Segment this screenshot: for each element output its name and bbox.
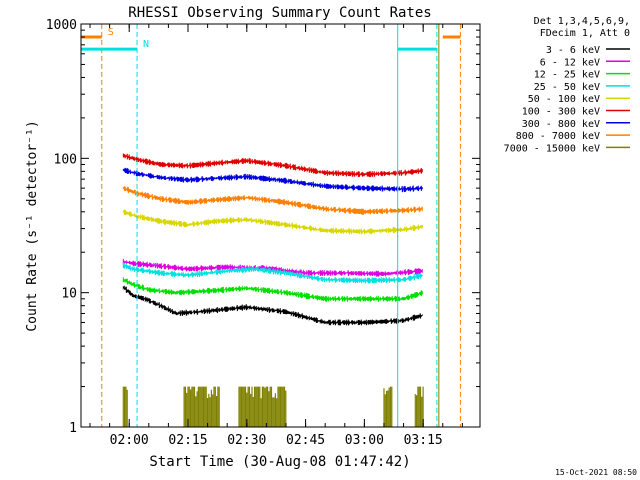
- x-tick-label: 02:45: [286, 433, 325, 448]
- x-tick-label: 03:15: [404, 433, 443, 448]
- series-50-100-kev: [122, 209, 423, 235]
- series-100-300-kev: [122, 153, 423, 178]
- y-tick-label: 10: [61, 287, 77, 302]
- annotation-s: S: [108, 27, 114, 38]
- series-line: [122, 285, 423, 326]
- burst-bars: [383, 386, 393, 427]
- legend: Det 1,3,4,5,6,9,FDecim 1, Att 0 3 - 6 keV…: [504, 16, 630, 154]
- footer-timestamp: 15-Oct-2021 08:50: [555, 468, 637, 477]
- legend-header: Det 1,3,4,5,6,9,: [534, 16, 630, 27]
- plot-frame: [80, 23, 481, 428]
- legend-label: 12 - 25 keV: [534, 70, 600, 81]
- y-tick-label: 100: [54, 152, 77, 167]
- legend-label: 100 - 300 keV: [522, 107, 600, 118]
- burst-bars: [414, 386, 424, 427]
- series-300-800-kev: [122, 167, 423, 193]
- series-3-6-kev: [122, 285, 423, 326]
- series-25-50-kev: [122, 262, 423, 284]
- x-tick-label: 02:15: [168, 433, 207, 448]
- y-tick-label: 1000: [46, 18, 77, 33]
- series-12-25-kev: [122, 277, 423, 302]
- legend-label: 25 - 50 keV: [534, 82, 600, 93]
- legend-label: 6 - 12 keV: [540, 57, 600, 68]
- flags-layer: SN: [80, 24, 461, 427]
- series-line: [122, 277, 423, 302]
- x-tick-label: 02:00: [110, 433, 149, 448]
- flag-saa: [81, 24, 461, 427]
- series-line: [122, 209, 423, 235]
- legend-label: 800 - 7000 keV: [516, 131, 600, 142]
- x-tick-label: 02:30: [227, 433, 266, 448]
- legend-label: 7000 - 15000 keV: [504, 143, 600, 154]
- series-line: [122, 153, 423, 178]
- series-line: [122, 262, 423, 284]
- legend-label: 3 - 6 keV: [546, 45, 600, 56]
- x-tick-label: 03:00: [345, 433, 384, 448]
- legend-label: 300 - 800 keV: [522, 119, 600, 130]
- y-tick-label: 1: [69, 421, 77, 436]
- series-layer: [122, 153, 424, 427]
- series-line: [122, 167, 423, 193]
- series-line: [122, 186, 423, 215]
- annotation-n: N: [143, 39, 149, 50]
- flag-night: [80, 24, 438, 427]
- axes-layer: 02:00 02:15 02:30 02:45 03:00 03:15 1 10 100 1000: [46, 18, 480, 448]
- chart-title: RHESSI Observing Summary Count Rates: [128, 5, 431, 21]
- legend-label: 50 - 100 keV: [528, 94, 600, 105]
- burst-bars: [183, 386, 220, 427]
- burst-bars: [238, 386, 287, 427]
- series-7000-15000-kev: [122, 386, 424, 427]
- burst-bars: [122, 386, 128, 427]
- legend-header: FDecim 1, Att 0: [540, 28, 630, 39]
- series-800-7000-kev: [122, 186, 423, 215]
- x-axis-label: Start Time (30-Aug-08 01:47:42): [149, 454, 410, 470]
- y-axis-label: Count Rate (s⁻¹ detector⁻¹): [25, 120, 40, 331]
